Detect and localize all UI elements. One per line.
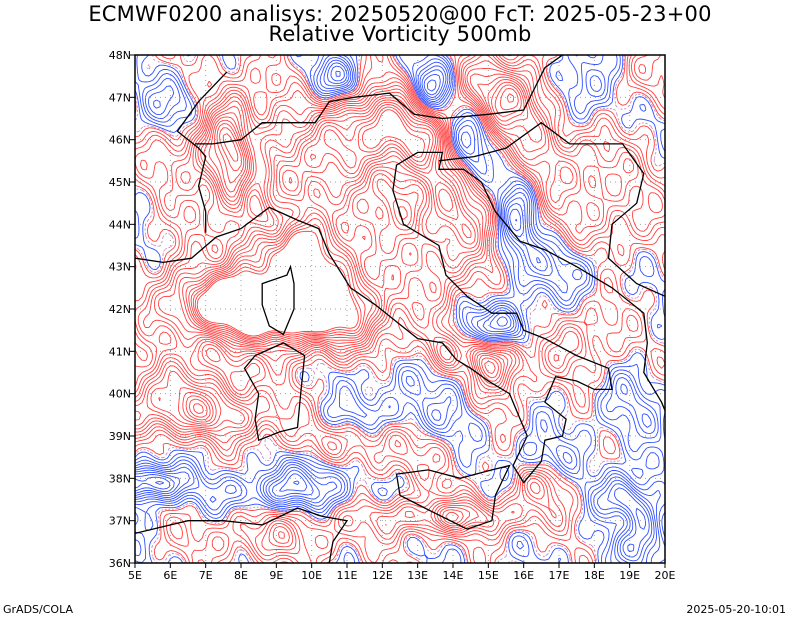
lat-tick-label: 47N (109, 91, 131, 104)
positive-contour (135, 55, 665, 563)
lon-tick-label: 16E (513, 569, 534, 582)
lon-tick-label: 6E (163, 569, 177, 582)
positive-contour (158, 79, 529, 525)
africa-coastline (135, 507, 349, 563)
lon-tick-label: 17E (549, 569, 570, 582)
lat-tick-label: 43N (109, 261, 131, 274)
lon-tick-label: 11E (337, 569, 358, 582)
footer-timestamp: 2025-05-20-10:01 (686, 603, 786, 616)
lat-tick-label: 40N (109, 388, 131, 401)
footer-credit: GrADS/COLA (3, 603, 73, 616)
lon-tick-label: 12E (372, 569, 393, 582)
positive-contour (192, 93, 515, 414)
lon-tick-label: 14E (443, 569, 464, 582)
graticule (135, 55, 665, 563)
lon-tick-label: 13E (407, 569, 428, 582)
sicily-coastline (395, 464, 511, 530)
lat-tick-label: 38N (109, 472, 131, 485)
alpine-border (195, 55, 563, 145)
sardinia-coastline (243, 342, 306, 442)
map-subtitle: Relative Vorticity 500mb (268, 22, 532, 46)
lon-tick-label: 15E (478, 569, 499, 582)
negative-contour (135, 55, 665, 563)
corsica-coastline (261, 264, 295, 336)
balkan-border (438, 121, 665, 297)
negative-contour (135, 57, 657, 563)
coastlines (135, 55, 665, 563)
positive-contour (196, 109, 425, 337)
vorticity-contours (135, 55, 665, 563)
positive-contour (135, 55, 665, 557)
map-title: ECMWF0200 analisys: 20250520@00 FcT: 202… (88, 2, 712, 26)
negative-contour (135, 65, 650, 558)
negative-contour (135, 59, 655, 563)
lon-tick-label: 9E (269, 569, 283, 582)
lon-tick-label: 10E (301, 569, 322, 582)
france-border (176, 71, 228, 233)
lon-tick-label: 19E (619, 569, 640, 582)
lon-tick-label: 18E (584, 569, 605, 582)
lat-tick-label: 41N (109, 345, 131, 358)
lat-tick-label: 44N (109, 218, 131, 231)
lat-tick-label: 45N (109, 176, 131, 189)
negative-contour (155, 481, 165, 485)
positive-contour (135, 55, 663, 551)
positive-contour (182, 81, 525, 522)
positive-contour (135, 55, 665, 563)
lon-tick-label: 20E (655, 569, 676, 582)
lat-tick-label: 48N (109, 49, 131, 62)
positive-contour (185, 84, 522, 421)
lon-tick-label: 7E (199, 569, 213, 582)
negative-contour (135, 62, 653, 562)
negative-contour (135, 70, 646, 553)
lon-tick-label: 8E (234, 569, 248, 582)
italy-coastline (135, 151, 665, 484)
lat-tick-label: 39N (109, 430, 131, 443)
lat-tick-label: 42N (109, 303, 131, 316)
longitude-axis: 5E 6E 7E 8E 9E 10E 11E 12E 13E 14E 15E 16E 17E 18E 19E… (128, 563, 676, 582)
latitude-axis: 36N 37N 38N 39N 40N 41N 42N 43N 44N 45N 46N 47N 48N (109, 49, 135, 570)
negative-contour (135, 55, 665, 563)
lat-tick-label: 36N (109, 557, 131, 570)
positive-contour (135, 73, 574, 539)
lon-tick-label: 5E (128, 569, 142, 582)
lat-tick-label: 46N (109, 134, 131, 147)
negative-contour (135, 219, 518, 490)
lat-tick-label: 37N (109, 515, 131, 528)
